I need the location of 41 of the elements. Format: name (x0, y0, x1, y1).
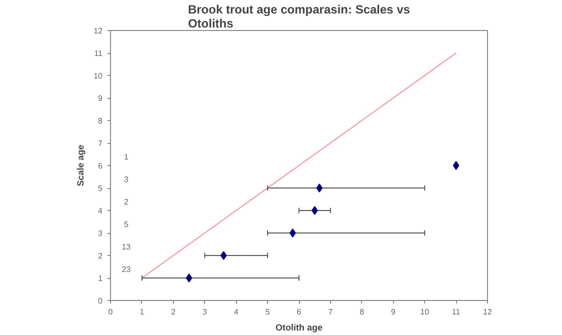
annotation: 3 (124, 175, 129, 184)
y-tick-label: 9 (98, 94, 104, 103)
point (312, 206, 318, 215)
x-axis-title: Otolith age (276, 322, 322, 332)
point (290, 228, 296, 238)
x-tick-label: 6 (296, 308, 302, 316)
y-tick-label: 2 (98, 252, 104, 260)
y-tick-label: 12 (94, 26, 104, 36)
chart-title: Brook trout age comparasin: Scales vs Otoliths (188, 2, 410, 30)
x-tick-label: 2 (171, 308, 176, 316)
y-tick-label: 0 (98, 296, 104, 306)
x-tick-label: 5 (265, 308, 270, 316)
x-tick-label: 11 (452, 308, 461, 316)
annotation: 13 (122, 242, 132, 252)
point (220, 251, 227, 260)
annotation: 5 (124, 220, 129, 229)
y-axis-title: Scale age (76, 144, 86, 186)
x-tick-label: 3 (202, 308, 208, 316)
point (186, 274, 192, 282)
annotation: 23 (122, 265, 132, 274)
y-tick-label: 6 (98, 162, 104, 170)
x-tick-label: 4 (234, 308, 239, 316)
x-tick-label: 9 (391, 308, 396, 316)
y-tick-label: 4 (98, 206, 104, 216)
y-tick-label: 11 (94, 49, 104, 58)
x-tick-label: 8 (360, 308, 365, 316)
y-tick-label: 3 (98, 229, 104, 238)
y-tick-label: 7 (98, 139, 104, 148)
x-tick-label: 10 (420, 308, 430, 316)
point (452, 161, 460, 170)
annotation: 1 (124, 152, 129, 162)
point (316, 184, 323, 192)
annotation: 2 (124, 198, 129, 206)
x-tick-label: 12 (483, 308, 492, 316)
y-tick-label: 5 (98, 184, 104, 193)
x-tick-label: 1 (140, 308, 145, 316)
y-tick-label: 8 (98, 116, 104, 126)
x-tick-label: 7 (328, 308, 334, 316)
x-tick-label: 0 (108, 308, 114, 316)
y-tick-label: 1 (98, 274, 104, 283)
y-tick-label: 10 (94, 72, 104, 80)
